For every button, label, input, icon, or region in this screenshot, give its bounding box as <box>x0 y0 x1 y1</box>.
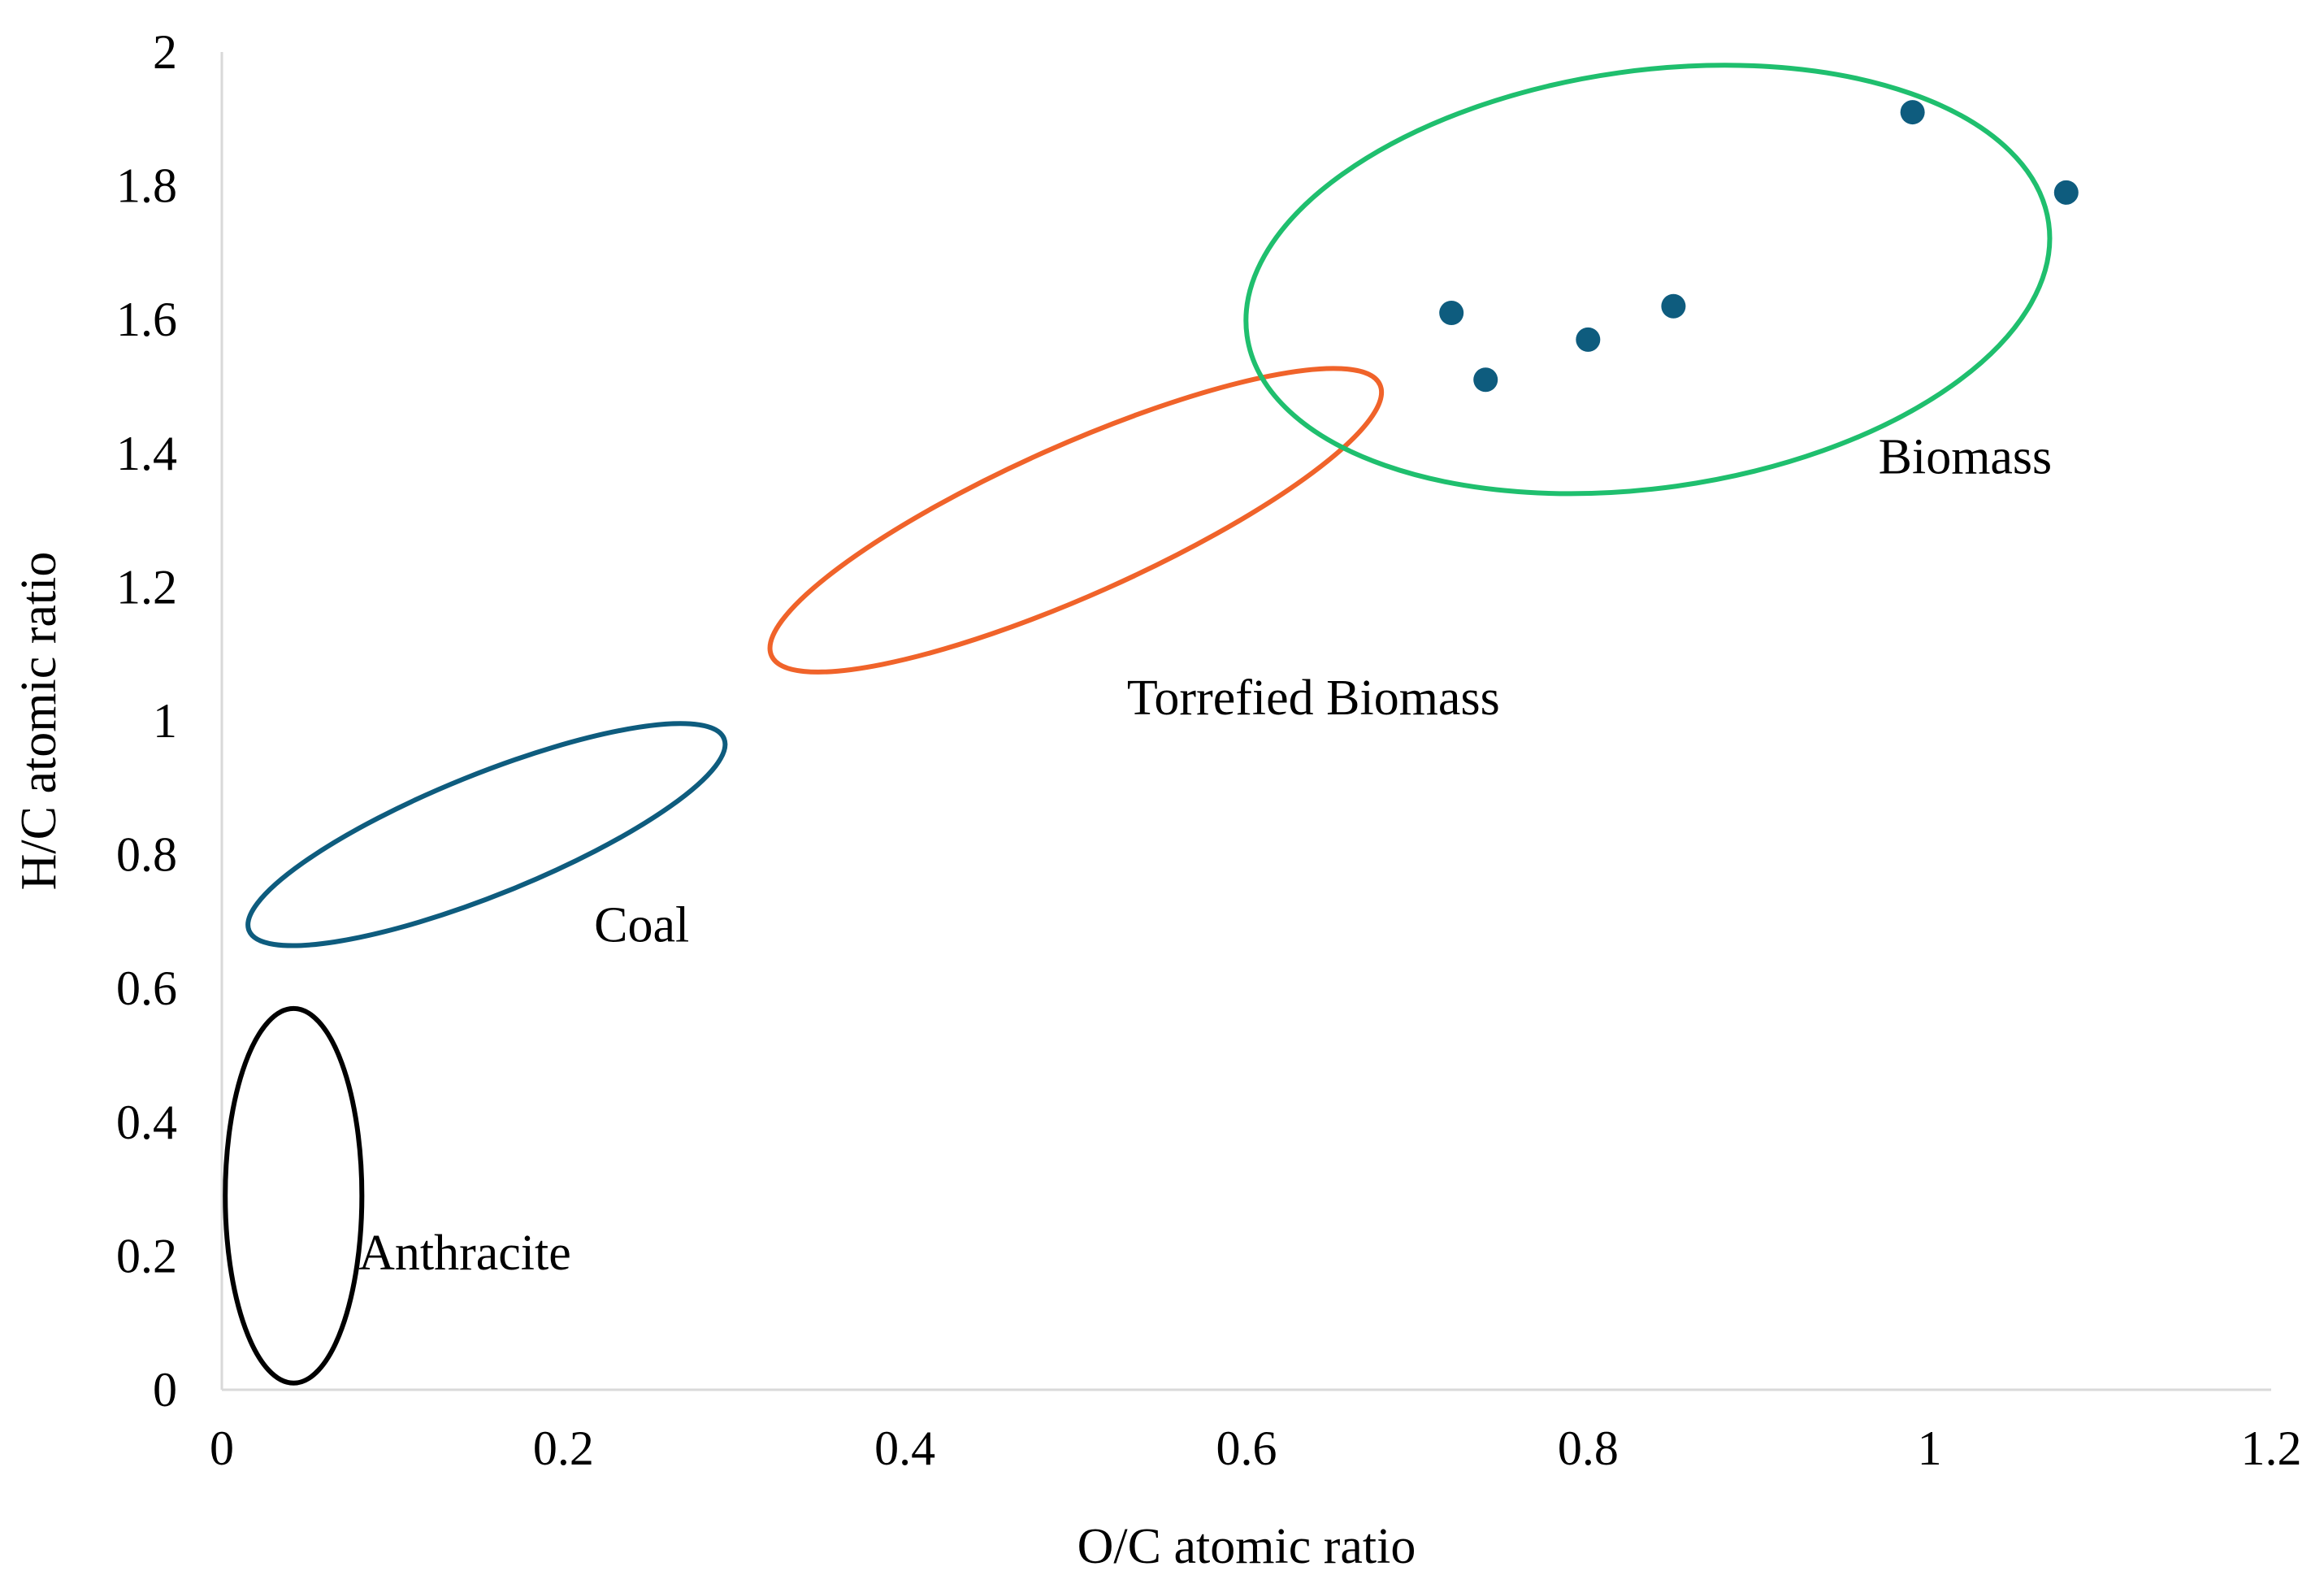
x-tick-label: 0.8 <box>1558 1421 1619 1475</box>
x-tick-label: 0.4 <box>874 1421 935 1475</box>
region-coal-label: Coal <box>594 898 689 953</box>
region-anthracite-label: Anthracite <box>358 1226 571 1281</box>
x-axis-title: O/C atomic ratio <box>1077 1519 1416 1574</box>
axes <box>220 52 2271 1391</box>
data-point <box>1661 293 1686 319</box>
x-tick-label: 0 <box>210 1421 234 1475</box>
y-tick-label: 0 <box>153 1363 177 1417</box>
region-coal-ellipse <box>245 721 728 948</box>
x-tick-label: 1 <box>1918 1421 1942 1475</box>
x-tick-label: 0.6 <box>1216 1421 1277 1475</box>
region-torrefied-biomass-ellipse <box>767 366 1385 675</box>
y-tick-label: 0.4 <box>116 1096 177 1149</box>
region-labels: Anthracite Coal Torrefied Biomass Biomass <box>358 429 2052 1280</box>
data-point <box>1576 327 1601 352</box>
y-tick-label: 2 <box>153 25 177 79</box>
data-point <box>1900 100 1925 125</box>
region-ellipses <box>223 63 2053 1386</box>
y-tick-label: 1 <box>153 694 177 748</box>
data-point <box>2053 180 2079 205</box>
x-tick-label: 1.2 <box>2241 1421 2302 1475</box>
region-biomass-label: Biomass <box>1879 429 2053 484</box>
region-biomass-ellipse <box>1243 63 2053 497</box>
region-anthracite-ellipse <box>223 1005 365 1386</box>
y-tick-label: 1.4 <box>116 427 177 480</box>
x-tick-labels: 0 0.2 0.4 0.6 0.8 1 1.2 <box>210 1421 2302 1475</box>
y-tick-label: 1.8 <box>116 159 177 213</box>
y-tick-label: 1.2 <box>116 560 177 614</box>
data-point <box>1439 300 1464 325</box>
y-tick-labels: 0 0.2 0.4 0.6 0.8 1 1.2 1.4 1.6 1.8 2 <box>116 25 177 1417</box>
data-point <box>1473 367 1498 393</box>
y-tick-label: 0.2 <box>116 1229 177 1282</box>
x-tick-label: 0.2 <box>533 1421 594 1475</box>
y-tick-label: 1.6 <box>116 293 177 346</box>
y-tick-label: 0.8 <box>116 828 177 882</box>
y-axis-title: H/C atomic ratio <box>11 552 67 891</box>
region-torrefied-biomass-label: Torrefied Biomass <box>1127 670 1500 726</box>
y-tick-label: 0.6 <box>116 961 177 1015</box>
data-points <box>1439 100 2079 393</box>
